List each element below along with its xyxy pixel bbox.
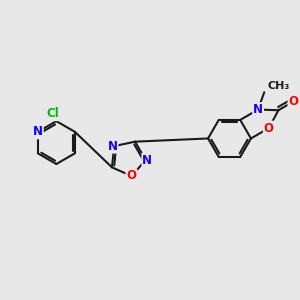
Text: CH₃: CH₃ [267, 81, 290, 91]
Text: N: N [107, 140, 118, 153]
Text: N: N [253, 103, 263, 116]
Text: O: O [288, 95, 298, 108]
Text: Cl: Cl [47, 107, 59, 120]
Text: O: O [126, 169, 136, 182]
Text: N: N [33, 125, 43, 138]
Text: O: O [264, 122, 274, 135]
Text: N: N [142, 154, 152, 166]
